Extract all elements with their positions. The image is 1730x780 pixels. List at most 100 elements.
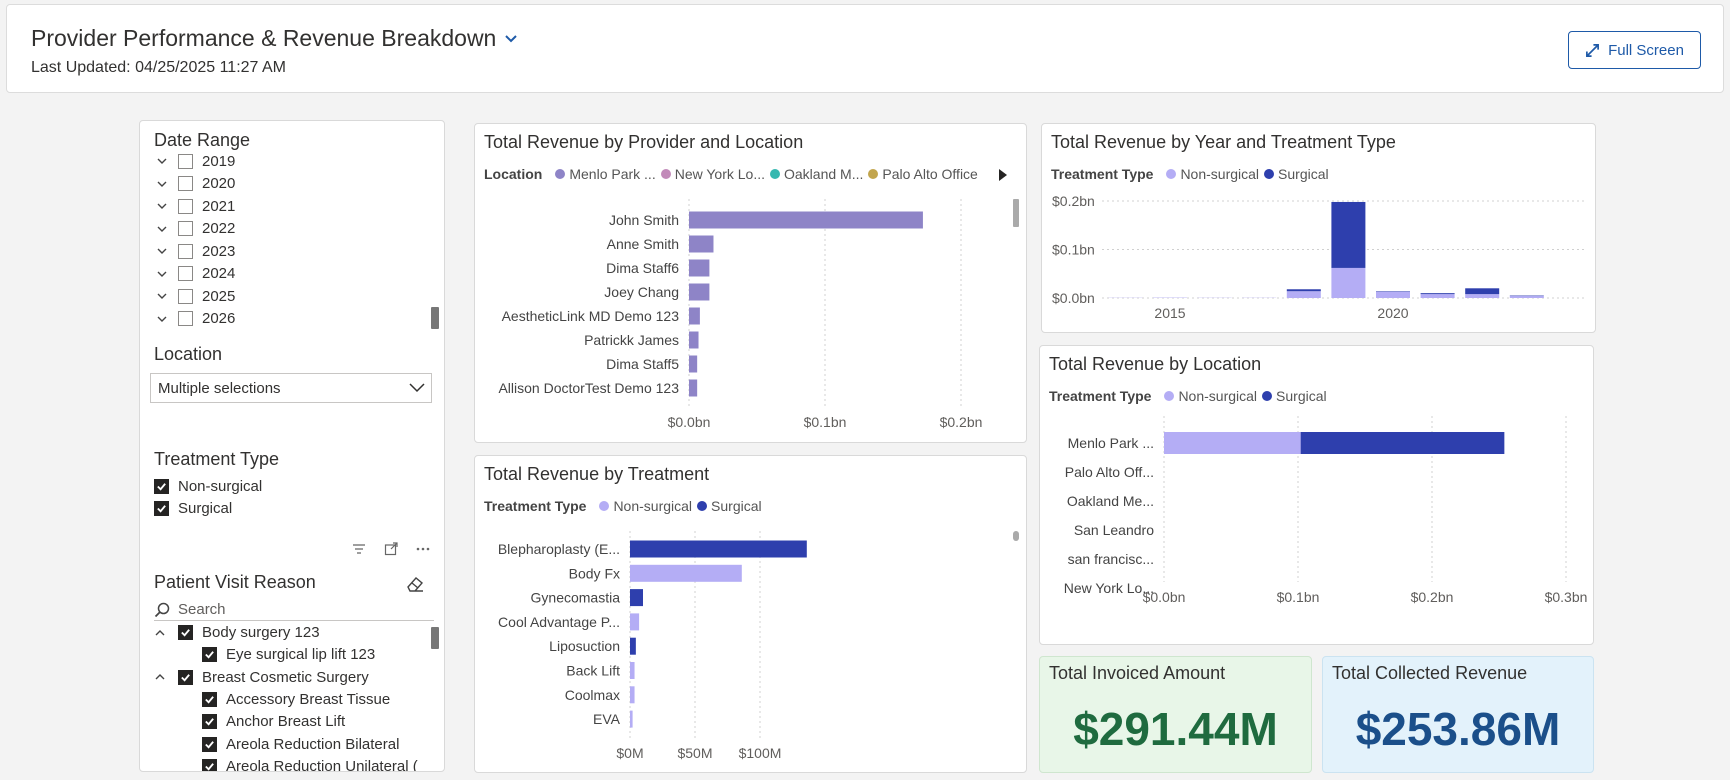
full-screen-button[interactable]: Full Screen bbox=[1568, 31, 1701, 69]
date-range-year-2020[interactable]: 2020 bbox=[156, 174, 235, 194]
date-range-year-2022[interactable]: 2022 bbox=[156, 219, 235, 239]
bar-surgical[interactable] bbox=[630, 637, 636, 655]
checkbox-checked[interactable] bbox=[178, 669, 193, 685]
chevron-down-icon[interactable] bbox=[156, 200, 168, 212]
date-range-year-2026[interactable]: 2026 bbox=[156, 309, 235, 329]
chevron-down-icon[interactable] bbox=[156, 290, 168, 302]
bar[interactable] bbox=[689, 355, 698, 373]
bar-surgical[interactable] bbox=[1331, 201, 1366, 268]
chevron-down-icon[interactable] bbox=[156, 178, 168, 190]
visit-reason-scrollbar[interactable] bbox=[431, 627, 439, 649]
bar-surgical[interactable] bbox=[1286, 289, 1321, 292]
chart-scrollbar[interactable] bbox=[1013, 531, 1019, 541]
bar-non-surgical[interactable] bbox=[630, 564, 742, 582]
visit-reason-item[interactable]: Body surgery 123 bbox=[154, 624, 320, 641]
chevron-down-icon[interactable] bbox=[156, 245, 168, 257]
bar-surgical[interactable] bbox=[630, 540, 807, 558]
chevron-up-icon[interactable] bbox=[154, 627, 166, 639]
bar[interactable] bbox=[689, 307, 700, 325]
treatment-type-option-surgical[interactable]: Surgical bbox=[154, 500, 232, 517]
checkbox[interactable] bbox=[178, 243, 193, 259]
date-range-year-2024[interactable]: 2024 bbox=[156, 264, 235, 284]
chevron-down-icon[interactable] bbox=[156, 155, 168, 167]
bar[interactable] bbox=[689, 211, 923, 229]
bar-non-surgical[interactable] bbox=[1331, 267, 1366, 298]
bar-non-surgical[interactable] bbox=[630, 710, 633, 728]
legend-marker bbox=[1262, 391, 1273, 401]
checkbox-checked[interactable] bbox=[154, 479, 169, 494]
legend-item[interactable]: Menlo Park ... bbox=[569, 166, 656, 182]
filter-icon[interactable] bbox=[352, 542, 366, 556]
legend-item[interactable]: Non-surgical bbox=[1178, 388, 1258, 404]
checkbox-checked[interactable] bbox=[202, 714, 217, 730]
visit-reason-item[interactable]: Anchor Breast Lift bbox=[202, 713, 345, 730]
bar-non-surgical[interactable] bbox=[1509, 296, 1544, 298]
bar-surgical[interactable] bbox=[1300, 432, 1505, 454]
legend-item[interactable]: Non-surgical bbox=[613, 498, 693, 514]
bar-surgical[interactable] bbox=[630, 589, 643, 607]
location-dropdown[interactable]: Multiple selections bbox=[150, 373, 432, 403]
checkbox-checked[interactable] bbox=[202, 647, 217, 663]
bar[interactable] bbox=[689, 235, 714, 253]
visit-reason-item[interactable]: Areola Reduction Bilateral bbox=[202, 736, 399, 753]
bar-non-surgical[interactable] bbox=[1420, 294, 1455, 298]
focus-mode-icon[interactable] bbox=[384, 542, 398, 556]
bar-non-surgical[interactable] bbox=[1376, 291, 1410, 298]
checkbox-checked[interactable] bbox=[202, 758, 217, 771]
chevron-down-icon[interactable] bbox=[156, 223, 168, 235]
checkbox-checked[interactable] bbox=[178, 625, 193, 640]
bar-surgical[interactable] bbox=[1465, 288, 1500, 295]
treatment-type-option-non-surgical[interactable]: Non-surgical bbox=[154, 478, 262, 495]
checkbox[interactable] bbox=[178, 221, 193, 236]
bar-non-surgical[interactable] bbox=[1465, 294, 1500, 298]
chevron-down-icon[interactable] bbox=[156, 268, 168, 280]
bar-non-surgical[interactable] bbox=[1286, 291, 1321, 298]
bar[interactable] bbox=[689, 331, 699, 349]
visit-reason-item[interactable]: Eye surgical lip lift 123 bbox=[202, 646, 375, 663]
bar[interactable] bbox=[689, 259, 710, 277]
legend-item[interactable]: Non-surgical bbox=[1180, 166, 1260, 182]
chevron-up-icon[interactable] bbox=[154, 671, 166, 683]
chevron-down-icon[interactable] bbox=[504, 32, 518, 46]
checkbox-checked[interactable] bbox=[154, 501, 169, 516]
bar-non-surgical[interactable] bbox=[1164, 432, 1301, 454]
visit-reason-item[interactable]: Areola Reduction Unilateral ( bbox=[202, 758, 418, 771]
y-category-label: Cool Advantage P... bbox=[498, 614, 620, 630]
bar-non-surgical[interactable] bbox=[630, 662, 635, 679]
eraser-icon[interactable] bbox=[405, 575, 425, 593]
legend-next-icon[interactable] bbox=[998, 169, 1008, 181]
bar-non-surgical[interactable] bbox=[630, 613, 640, 631]
checkbox[interactable] bbox=[178, 176, 193, 191]
legend-item[interactable]: Surgical bbox=[1278, 166, 1329, 182]
legend-item[interactable]: New York Lo... bbox=[674, 166, 765, 182]
legend-item[interactable]: Palo Alto Office bbox=[882, 166, 978, 182]
more-options-icon[interactable] bbox=[416, 542, 430, 556]
bar-non-surgical[interactable] bbox=[630, 686, 635, 704]
date-range-year-2023[interactable]: 2023 bbox=[156, 241, 235, 261]
checkbox[interactable] bbox=[178, 153, 193, 169]
visit-reason-item[interactable]: Accessory Breast Tissue bbox=[202, 691, 390, 708]
date-range-scrollbar[interactable] bbox=[431, 307, 439, 329]
checkbox-checked[interactable] bbox=[202, 736, 217, 752]
legend-item[interactable]: Surgical bbox=[1276, 388, 1327, 404]
kpi-collected-card: Total Collected Revenue $253.86M bbox=[1322, 656, 1594, 773]
checkbox[interactable] bbox=[178, 311, 193, 326]
checkbox[interactable] bbox=[178, 288, 193, 304]
checkbox[interactable] bbox=[178, 266, 193, 281]
bar[interactable] bbox=[689, 379, 698, 397]
checkbox-checked[interactable] bbox=[202, 691, 217, 707]
bar-surgical[interactable] bbox=[1420, 293, 1455, 295]
visit-reason-item[interactable]: Breast Cosmetic Surgery bbox=[154, 669, 369, 686]
chart-scrollbar[interactable] bbox=[1013, 199, 1019, 227]
date-range-year-2019[interactable]: 2019 bbox=[156, 151, 235, 171]
checkbox[interactable] bbox=[178, 198, 193, 214]
bar[interactable] bbox=[689, 283, 710, 301]
y-category-label: Blepharoplasty (E... bbox=[498, 541, 620, 557]
chevron-down-icon[interactable] bbox=[156, 313, 168, 325]
visit-reason-label: Anchor Breast Lift bbox=[226, 713, 346, 731]
date-range-year-2021[interactable]: 2021 bbox=[156, 196, 235, 216]
date-range-year-2025[interactable]: 2025 bbox=[156, 286, 235, 306]
search-input[interactable]: Search bbox=[154, 599, 434, 621]
legend-item[interactable]: Oakland M... bbox=[784, 166, 864, 182]
legend-item[interactable]: Surgical bbox=[711, 498, 762, 514]
